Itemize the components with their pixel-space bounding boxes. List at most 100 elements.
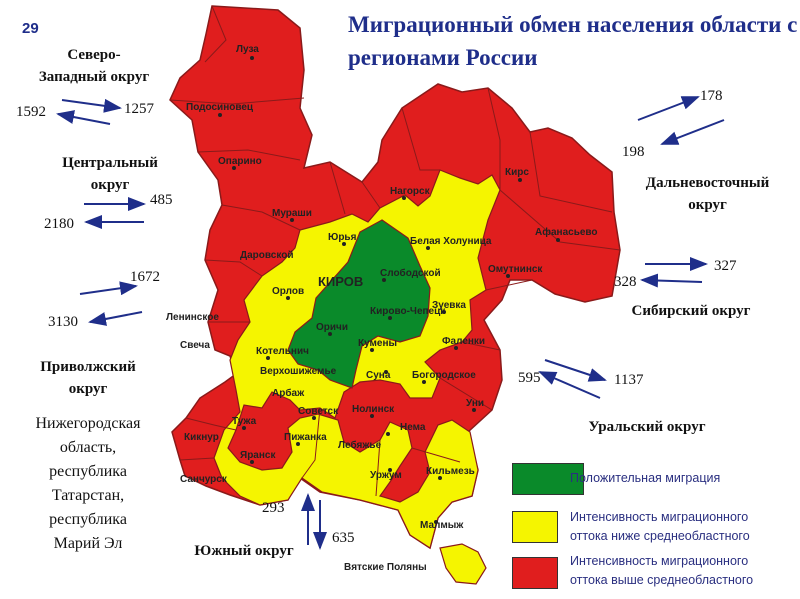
district-volga: Приволжский округ bbox=[18, 356, 158, 400]
district-south: Южный округ bbox=[194, 543, 294, 559]
legend-swatch-green bbox=[512, 463, 584, 495]
note-line: республика bbox=[49, 511, 127, 528]
inflow-ural: 595 bbox=[518, 370, 541, 386]
district-name-line2: Западный округ bbox=[38, 69, 150, 85]
district-central: Центральный округ bbox=[40, 152, 180, 196]
legend-swatch-red bbox=[512, 557, 558, 589]
outflow-volga: 3130 bbox=[48, 314, 78, 330]
legend-item-positive: Положительная миграция bbox=[512, 463, 720, 495]
outflow-fareast: 198 bbox=[622, 144, 645, 160]
migration-arrows bbox=[56, 96, 725, 550]
arrow-out-volga bbox=[88, 311, 143, 326]
slide-number: 29 bbox=[22, 20, 39, 37]
town-label: Юрья bbox=[328, 232, 357, 243]
town-label: Белая Холуница bbox=[410, 236, 492, 247]
town-label: Даровской bbox=[240, 250, 294, 261]
town-dots bbox=[218, 56, 560, 524]
inflow-volga: 1672 bbox=[130, 269, 160, 285]
arrow-in-fareast bbox=[637, 96, 700, 121]
map-yellow-spur bbox=[439, 543, 487, 585]
map-green-area bbox=[287, 219, 431, 389]
outflow-siberia: 328 bbox=[614, 274, 637, 290]
note-line: область, bbox=[59, 439, 117, 456]
arrow-out-fareast bbox=[660, 119, 725, 145]
town-label: Вятские Поляны bbox=[344, 562, 427, 573]
town-label: Опарино bbox=[218, 156, 262, 167]
district-name-line1: Дальневосточный bbox=[645, 175, 770, 191]
town-label: Афанасьево bbox=[535, 226, 598, 238]
legend-label-line2: оттока ниже среднеобластного bbox=[570, 529, 750, 543]
district-ural: Уральский округ bbox=[588, 419, 706, 435]
town-label: Кирс bbox=[505, 167, 529, 178]
town-label: Луза bbox=[236, 44, 259, 55]
district-name-line1: Центральный bbox=[62, 155, 158, 171]
district-name-line1: Северо- bbox=[67, 47, 121, 63]
district-name-line2: округ bbox=[688, 197, 727, 213]
legend: Положительная миграция Интенсивность миг… bbox=[512, 463, 753, 589]
volga-regions-note: Нижегородская область, республика Татарс… bbox=[18, 412, 158, 556]
inflow-fareast: 178 bbox=[700, 88, 723, 104]
legend-label: Интенсивность миграционного оттока ниже … bbox=[570, 508, 800, 546]
town-label: Подосиновец bbox=[186, 102, 254, 113]
inflow-central: 485 bbox=[150, 192, 173, 208]
town-label: Оричи bbox=[316, 322, 348, 333]
legend-label: Положительная миграция bbox=[570, 469, 790, 488]
note-line: республика bbox=[49, 463, 127, 480]
district-name-line2: округ bbox=[90, 177, 130, 193]
town-label: Богородское bbox=[412, 370, 476, 381]
note-line: Татарстан, bbox=[51, 487, 125, 504]
legend-swatch-yellow bbox=[512, 511, 558, 543]
town-label: Свеча bbox=[180, 340, 210, 351]
town-label: Верхошижемье bbox=[260, 366, 337, 377]
inflow-siberia: 327 bbox=[714, 258, 737, 274]
town-label: Нема bbox=[400, 422, 426, 433]
town-label: Омутнинск bbox=[488, 264, 543, 275]
town-label: Ленинское bbox=[166, 312, 219, 323]
arrow-out-northwest bbox=[56, 110, 111, 125]
town-label: Уни bbox=[466, 398, 484, 409]
district-name-line2: округ bbox=[68, 381, 108, 397]
town-label: Малмыж bbox=[420, 520, 464, 531]
capital-label: КИРОВ bbox=[318, 274, 363, 289]
outflow-central: 2180 bbox=[44, 216, 74, 232]
town-label: Кикнур bbox=[184, 432, 219, 443]
district-name-line1: Приволжский bbox=[40, 359, 136, 375]
legend-label-line1: Положительная миграция bbox=[570, 471, 721, 485]
district-fareast: Дальневосточный округ bbox=[620, 172, 795, 216]
town-label: Кильмезь bbox=[426, 466, 475, 477]
town-label: Яранск bbox=[240, 450, 276, 461]
town-label: Кумены bbox=[358, 338, 397, 349]
town-label: Слободской bbox=[380, 267, 441, 279]
legend-label-line2: оттока выше среднеобластного bbox=[570, 573, 754, 587]
district-borders bbox=[169, 5, 621, 497]
legend-item-above-average: Интенсивность миграционного оттока выше … bbox=[512, 554, 753, 589]
outflow-ural: 1137 bbox=[614, 372, 644, 388]
town-label: Уржум bbox=[370, 470, 402, 481]
inflow-south: 293 bbox=[262, 500, 285, 516]
arrow-in-northwest bbox=[61, 98, 122, 113]
outflow-northwest: 1592 bbox=[16, 104, 46, 120]
note-line: Нижегородская bbox=[35, 415, 141, 432]
legend-label-line1: Интенсивность миграционного bbox=[570, 554, 749, 568]
town-label: Лебяжье bbox=[338, 439, 382, 451]
legend-label-line1: Интенсивность миграционного bbox=[570, 510, 749, 524]
outflow-south: 635 bbox=[332, 530, 355, 546]
legend-item-below-average: Интенсивность миграционного оттока ниже … bbox=[512, 510, 750, 543]
arrow-in-volga bbox=[79, 281, 138, 296]
town-labels: Луза Подосиновец Опарино Нагорск Кирс Аф… bbox=[166, 44, 598, 573]
page-title: Миграционный обмен населения области с р… bbox=[348, 12, 798, 70]
legend-label: Интенсивность миграционного оттока выше … bbox=[570, 552, 800, 590]
note-line: Марий Эл bbox=[53, 535, 123, 552]
town-label: Орлов bbox=[272, 286, 304, 297]
arrow-out-ural bbox=[538, 371, 601, 399]
arrow-in-ural bbox=[544, 359, 607, 382]
town-label: Нолинск bbox=[352, 404, 395, 415]
inflow-northwest: 1257 bbox=[124, 101, 154, 117]
district-northwest: Северо- Западный округ bbox=[30, 44, 158, 88]
town-label: Санчурск bbox=[180, 474, 228, 485]
town-label: Котельнич bbox=[256, 346, 309, 357]
town-label: Советск bbox=[298, 406, 339, 417]
town-label: Суна bbox=[366, 370, 391, 381]
town-label: Зуевка bbox=[432, 300, 466, 311]
